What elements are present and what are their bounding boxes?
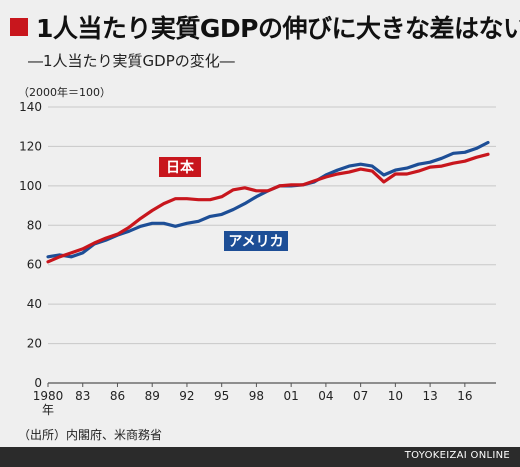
y-tick-label: 80	[27, 218, 42, 232]
series-lines	[46, 140, 490, 264]
line-chart: 0 20 40 60 80 100 120 140 1980 83 86 89 92 95 98 01 04 0…	[19, 100, 496, 417]
x-tick-label: 95	[214, 389, 229, 403]
chart-subtitle: ―1人当たり実質GDPの変化―	[28, 52, 235, 70]
footer-bar: TOYOKEIZAI ONLINE	[0, 447, 520, 467]
title-row: 1人当たり実質GDPの伸びに大きな差はない	[10, 10, 520, 44]
title-square-icon	[10, 18, 28, 36]
y-tick-label: 100	[19, 179, 42, 193]
y-tick-label: 140	[19, 100, 42, 114]
x-tick-label: 01	[284, 389, 299, 403]
y-tick-label: 40	[27, 297, 42, 311]
x-tick-label: 16	[457, 389, 472, 403]
x-tick-label: 86	[110, 389, 125, 403]
y-tick-label: 20	[27, 337, 42, 351]
x-tick-label: 10	[388, 389, 403, 403]
y-axis-ticks: 0 20 40 60 80 100 120 140	[19, 100, 42, 390]
x-tick-label: 04	[318, 389, 333, 403]
source-note: （出所）内閣府、米商務省	[18, 428, 163, 442]
x-tick-label: 83	[75, 389, 90, 403]
label-usa: アメリカ	[224, 231, 288, 251]
brand-label: TOYOKEIZAI ONLINE	[404, 450, 510, 461]
y-tick-label: 120	[19, 139, 42, 153]
x-tick-label: 98	[249, 389, 264, 403]
x-axis-ticks: 1980 83 86 89 92 95 98 01 04 07 10 13 16 年	[33, 383, 472, 417]
y-tick-label: 60	[27, 258, 42, 272]
label-usa-text: アメリカ	[228, 234, 283, 250]
x-tick-label: 1980	[33, 389, 64, 403]
series-line-japan	[46, 152, 490, 264]
x-tick-label: 92	[179, 389, 194, 403]
label-japan-text: 日本	[166, 159, 195, 176]
x-tick-label: 07	[353, 389, 368, 403]
x-tick-label: 89	[145, 389, 160, 403]
grid-lines	[48, 106, 496, 384]
label-japan-box	[159, 157, 201, 177]
y-tick-label: 0	[34, 376, 42, 390]
y-axis-unit: （2000年＝100）	[18, 86, 111, 99]
x-unit-label: 年	[42, 403, 54, 417]
chart-title: 1人当たり実質GDPの伸びに大きな差はない	[36, 14, 520, 43]
label-usa-box	[224, 231, 288, 251]
label-japan: 日本	[159, 157, 201, 177]
x-tick-label: 13	[422, 389, 437, 403]
